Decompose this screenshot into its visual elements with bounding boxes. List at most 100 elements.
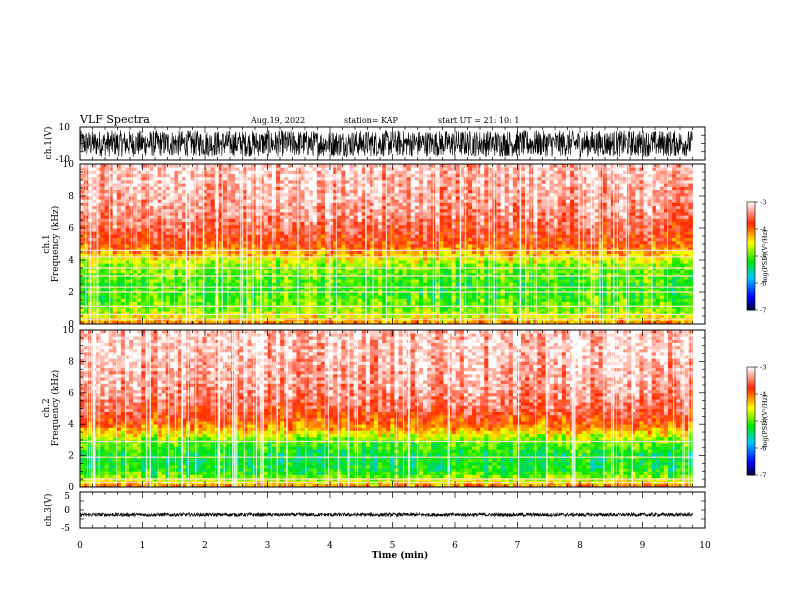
- spectrogram-cell: [402, 311, 408, 315]
- spectrogram-cell: [206, 263, 212, 267]
- spectrogram-cell: [541, 301, 546, 306]
- spectrogram-cell: [120, 231, 126, 235]
- spectrogram-cell: [582, 224, 587, 229]
- spectrogram-cell: [435, 253, 440, 258]
- spectrogram-cell: [647, 292, 653, 296]
- spectrogram-cell: [239, 282, 244, 286]
- spectrogram-cell: [190, 234, 195, 238]
- spectrogram-cell: [521, 250, 526, 254]
- spectrogram-cell: [623, 301, 628, 306]
- spectrogram-cell: [451, 263, 457, 267]
- spectrogram-cell: [120, 224, 126, 229]
- spectrogram-cell: [369, 311, 375, 315]
- spectrogram-cell: [680, 288, 685, 293]
- spectrogram-cell: [292, 256, 297, 261]
- spectrogram-cell: [480, 253, 485, 258]
- spectrogram-cell: [525, 228, 530, 232]
- spectrogram-cell: [284, 224, 289, 229]
- spectrogram-cell: [92, 295, 97, 299]
- spectrogram-cell: [504, 298, 510, 302]
- spectrogram-cell: [222, 231, 228, 235]
- spectrogram-cell: [516, 269, 522, 274]
- spectrogram-cell: [198, 269, 203, 274]
- spectrogram-cell: [484, 272, 489, 277]
- spectrogram-cell: [239, 228, 244, 232]
- spectrogram-cell: [304, 279, 310, 283]
- spectrogram-cell: [296, 311, 301, 315]
- spectrogram-cell: [533, 282, 538, 286]
- spectrogram-cell: [500, 279, 506, 283]
- spectrogram-cell: [288, 314, 293, 318]
- spectrogram-cell: [451, 301, 457, 306]
- spectrogram-cell: [639, 279, 644, 283]
- spectrogram-cell: [304, 224, 310, 229]
- spectrogram-cell: [545, 237, 550, 242]
- spectrogram-cell: [308, 224, 314, 229]
- spectrogram-cell: [333, 231, 338, 235]
- spectrogram-cell: [382, 244, 387, 248]
- spectrogram-cell: [390, 253, 395, 258]
- spectrogram-cell: [537, 320, 542, 325]
- spectrogram-cell: [410, 272, 416, 277]
- spectrogram-cell: [104, 218, 109, 222]
- spectrogram-cell: [410, 263, 416, 267]
- spectrogram-cell: [296, 224, 301, 229]
- spectrogram-cell: [574, 260, 579, 264]
- spectrogram-cell: [108, 218, 114, 222]
- spectrogram-cell: [439, 288, 444, 293]
- spectrogram-cell: [680, 228, 685, 232]
- spectrogram-cell: [590, 224, 595, 229]
- spectrogram-cell: [582, 269, 587, 274]
- spectrogram-cell: [198, 276, 203, 280]
- spectrogram-cell: [329, 288, 334, 293]
- spectrogram-cell: [374, 247, 379, 251]
- spectrogram-cell: [141, 263, 146, 267]
- spectrogram-cell: [635, 272, 640, 277]
- spectrogram-cell: [292, 231, 297, 235]
- spectrogram-cell: [635, 301, 640, 306]
- spectrogram-cell: [586, 221, 591, 226]
- spectrogram-cell: [521, 263, 526, 267]
- spectrogram-cell: [561, 320, 567, 325]
- spectrogram-cell: [402, 288, 408, 293]
- spectrogram-cell: [141, 237, 146, 242]
- spectrogram-cell: [476, 240, 481, 245]
- spectrogram-cell: [133, 269, 138, 274]
- spectrogram-cell: [141, 269, 146, 274]
- spectrogram-cell: [157, 218, 163, 222]
- spectrogram-cell: [439, 320, 444, 325]
- spectrogram-cell: [639, 240, 644, 245]
- spectrogram-cell: [120, 308, 126, 312]
- spectrogram-cell: [521, 288, 526, 293]
- spectrogram-cell: [623, 244, 628, 248]
- spectrogram-cell: [255, 234, 261, 238]
- spectrogram-cell: [365, 276, 371, 280]
- spectrogram-cell: [553, 295, 559, 299]
- spectrogram-cell: [198, 240, 203, 245]
- spectrogram-cell: [312, 260, 318, 264]
- spectrogram-cell: [651, 276, 657, 280]
- spectrogram-cell: [467, 276, 473, 280]
- spectrogram-cell: [533, 260, 538, 264]
- spectrogram-cell: [423, 247, 428, 251]
- spectrogram-cell: [218, 260, 224, 264]
- spectrogram-cell: [525, 224, 530, 229]
- spectrogram-cell: [439, 279, 444, 283]
- spectrogram-cell: [186, 311, 191, 315]
- spectrogram-cell: [668, 234, 673, 238]
- spectrogram-cell: [635, 279, 640, 283]
- spectrogram-cell: [276, 240, 281, 245]
- spectrogram-cell: [218, 288, 224, 293]
- spectrogram-cell: [92, 279, 97, 283]
- spectrogram-cell: [668, 260, 673, 264]
- spectrogram-cell: [104, 276, 109, 280]
- spectrogram-cell: [316, 276, 322, 280]
- spectrogram-cell: [263, 231, 269, 235]
- spectrogram-cell: [525, 308, 530, 312]
- spectrogram-cell: [488, 279, 493, 283]
- spectrogram-cell: [378, 301, 383, 306]
- spectrogram-cell: [594, 311, 599, 315]
- spectrogram-cell: [647, 276, 653, 280]
- spectrogram-cell: [476, 250, 481, 254]
- spectrogram-cell: [186, 292, 191, 296]
